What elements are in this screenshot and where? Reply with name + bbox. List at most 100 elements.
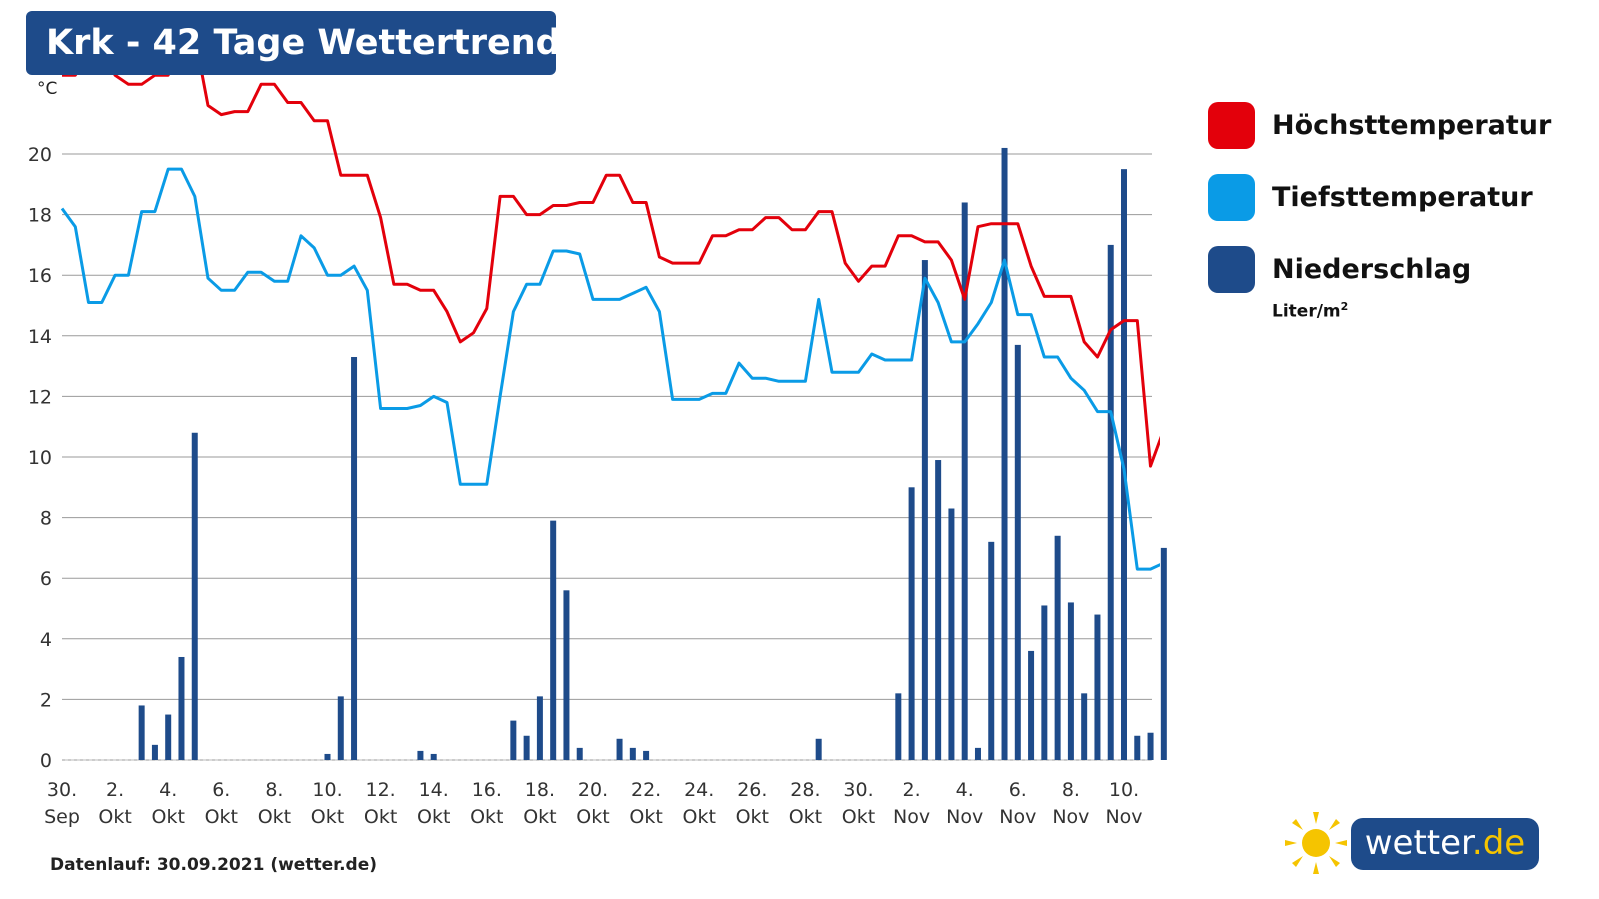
y-axis-unit: °C	[37, 79, 58, 99]
precip-bar	[1081, 693, 1088, 760]
precip-bar	[430, 753, 437, 760]
precip-bar	[815, 738, 822, 760]
x-tick: 2. Okt	[98, 779, 131, 828]
x-tick: 8. Nov	[1052, 779, 1089, 828]
precip-bar	[948, 508, 955, 760]
x-tick-month: Okt	[417, 806, 450, 828]
x-tick-month: Okt	[789, 806, 822, 828]
x-tick-month: Okt	[470, 806, 503, 828]
precip-bar	[1094, 614, 1101, 760]
precip-bar	[151, 744, 158, 760]
precip-bar	[1054, 535, 1061, 760]
precip-bar	[1028, 650, 1035, 760]
precip-bar	[1134, 735, 1141, 760]
y-tick-label: 18	[28, 205, 52, 227]
x-tick-day: 30.	[843, 779, 873, 801]
x-tick-day: 12.	[365, 779, 395, 801]
x-tick-month: Okt	[258, 806, 291, 828]
x-tick-month: Nov	[999, 806, 1036, 828]
x-tick-day: 10.	[1109, 779, 1139, 801]
y-tick-label: 14	[28, 326, 52, 348]
precip-bar	[1147, 732, 1154, 760]
precip-bar	[629, 747, 636, 760]
precipitation-bars	[138, 147, 1167, 761]
brand-logo: wetter.de	[1283, 810, 1543, 880]
legend-swatch-max-temp	[1208, 102, 1255, 149]
precip-bar	[165, 714, 172, 760]
x-tick: 26. Okt	[736, 779, 769, 828]
precip-bar	[921, 260, 928, 760]
x-tick-day: 28.	[790, 779, 820, 801]
chart-title: Krk - 42 Tage Wettertrend	[26, 11, 561, 75]
y-tick-label: 16	[28, 265, 52, 287]
precip-bar	[961, 202, 968, 761]
x-tick-month: Okt	[364, 806, 397, 828]
precip-bar	[536, 696, 543, 760]
precip-bar	[974, 747, 981, 760]
precip-bar	[324, 753, 331, 760]
x-tick-month: Okt	[736, 806, 769, 828]
precip-bar	[1041, 605, 1048, 760]
precip-bar	[337, 696, 344, 760]
precip-bar	[550, 520, 557, 760]
y-tick-label: 8	[40, 508, 52, 530]
sun-icon	[1285, 812, 1347, 874]
brand-name: wetter	[1364, 823, 1472, 863]
x-tick-day: 2.	[903, 779, 921, 801]
precip-bar	[643, 750, 650, 760]
grid-lines	[62, 153, 1152, 761]
x-tick-month: Nov	[893, 806, 930, 828]
x-tick-day: 6.	[212, 779, 230, 801]
precip-bar	[191, 432, 198, 760]
legend-label-max-temp: Höchsttemperatur	[1272, 110, 1552, 141]
x-tick: 30. Sep	[44, 779, 80, 828]
legend-label-min-temp: Tiefsttemperatur	[1272, 182, 1533, 213]
precip-bar	[1107, 244, 1114, 760]
y-tick-label: 10	[28, 447, 52, 469]
x-tick-month: Sep	[44, 806, 80, 828]
precip-bar	[138, 705, 145, 760]
precip-bar	[576, 747, 583, 760]
y-tick-label: 4	[40, 629, 52, 651]
x-tick-day: 22.	[631, 779, 661, 801]
x-tick-month: Okt	[98, 806, 131, 828]
x-tick-day: 10.	[312, 779, 342, 801]
x-tick: 22. Okt	[629, 779, 662, 828]
x-tick-day: 20.	[578, 779, 608, 801]
x-tick-month: Nov	[1105, 806, 1142, 828]
x-tick: 6. Okt	[205, 779, 238, 828]
x-tick-month: Okt	[205, 806, 238, 828]
x-tick: 8. Okt	[258, 779, 291, 828]
x-tick-day: 8.	[1062, 779, 1080, 801]
y-tick-label: 2	[40, 689, 52, 711]
precip-bar	[988, 541, 995, 760]
x-tick: 10. Nov	[1105, 779, 1142, 828]
precip-bar	[616, 738, 623, 760]
precip-bar	[895, 693, 902, 760]
x-tick-day: 16.	[472, 779, 502, 801]
x-tick-month: Okt	[576, 806, 609, 828]
brand-wordmark: wetter.de	[1351, 818, 1539, 870]
precip-bar	[351, 357, 358, 760]
x-tick-month: Nov	[1052, 806, 1089, 828]
precip-bar	[1067, 602, 1074, 760]
y-tick-label: 6	[40, 568, 52, 590]
brand-tld: .de	[1471, 823, 1526, 863]
x-tick-day: 8.	[265, 779, 283, 801]
precip-bar	[563, 590, 570, 760]
precip-bar	[908, 487, 915, 760]
x-tick-day: 18.	[525, 779, 555, 801]
series-line-min-temp	[60, 167, 1160, 571]
x-tick-month: Okt	[842, 806, 875, 828]
y-tick-label: 12	[28, 386, 52, 408]
x-tick-month: Okt	[311, 806, 344, 828]
x-tick-day: 2.	[106, 779, 124, 801]
precip-bar	[1001, 147, 1008, 760]
legend-label-precip: Niederschlag	[1272, 254, 1472, 285]
x-tick-day: 30.	[47, 779, 77, 801]
x-tick-month: Okt	[682, 806, 715, 828]
x-tick: 24. Okt	[682, 779, 715, 828]
x-tick-month: Okt	[523, 806, 556, 828]
x-tick: 4. Okt	[151, 779, 184, 828]
precip-unit-text: Liter/m	[1272, 301, 1341, 322]
